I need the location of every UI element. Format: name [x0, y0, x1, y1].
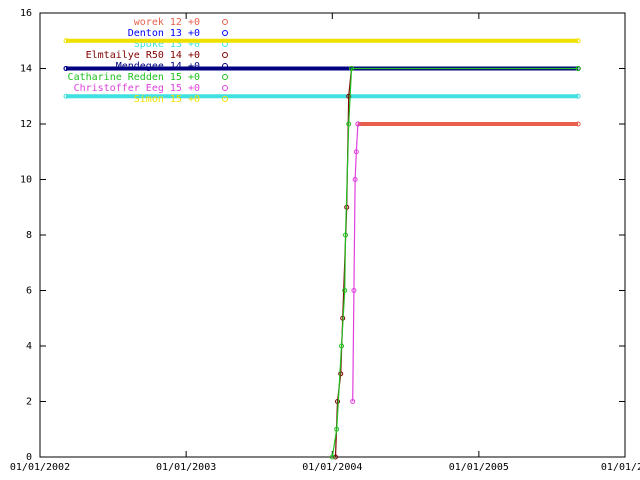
- legend-label: Spoke 13 +0: [134, 39, 200, 50]
- y-tick-label: 6: [26, 286, 32, 297]
- data-point: [63, 38, 69, 44]
- legend-label: Christoffer Eeg 15 +0: [74, 83, 200, 94]
- y-tick-label: 16: [20, 8, 32, 19]
- data-point: [355, 121, 361, 127]
- legend-marker: [222, 63, 228, 69]
- legend-marker: [222, 30, 228, 36]
- y-tick-label: 4: [26, 341, 32, 352]
- y-tick-label: 8: [26, 230, 32, 241]
- data-point: [342, 288, 348, 293]
- y-tick-label: 10: [20, 175, 32, 186]
- data-point: [343, 232, 349, 238]
- data-point: [350, 399, 356, 404]
- legend-marker: [222, 52, 228, 58]
- data-point: [335, 399, 341, 404]
- legend-label: Catharine Redden 15 +0: [68, 72, 200, 83]
- data-point: [349, 66, 355, 71]
- data-point: [575, 93, 581, 99]
- data-point: [63, 66, 69, 71]
- x-tick-label: 01/01/20: [601, 462, 640, 473]
- x-tick-label: 01/01/2005: [449, 462, 509, 473]
- y-tick-label: 2: [26, 397, 32, 408]
- data-point: [329, 454, 335, 460]
- legend-label: Mendegee 14 +0: [116, 61, 200, 72]
- legend-label: Denton 13 +0: [128, 28, 200, 39]
- legend-marker: [222, 96, 228, 102]
- data-point: [352, 177, 358, 182]
- series-line: [331, 67, 579, 458]
- data-point: [346, 121, 352, 127]
- legend-label: Simon 15 +0: [134, 94, 200, 105]
- legend-label: Elmtailye R50 14 +0: [86, 50, 200, 61]
- legend-marker: [222, 85, 228, 91]
- data-point: [575, 66, 581, 71]
- data-point: [333, 454, 339, 460]
- y-tick-label: 12: [20, 119, 32, 130]
- legend-marker: [222, 74, 228, 80]
- y-tick-label: 0: [26, 452, 32, 463]
- series-line: [334, 67, 579, 458]
- x-tick-label: 01/01/2002: [10, 462, 70, 473]
- data-point: [63, 93, 69, 99]
- data-point: [575, 38, 581, 44]
- y-tick-label: 14: [20, 64, 32, 75]
- x-tick-label: 01/01/2004: [302, 462, 362, 473]
- x-tick-label: 01/01/2003: [156, 462, 216, 473]
- data-point: [338, 371, 344, 377]
- data-point: [351, 288, 357, 293]
- data-point: [575, 121, 581, 127]
- data-point: [339, 343, 345, 349]
- legend-marker: [222, 19, 228, 25]
- data-point: [353, 149, 359, 155]
- data-point: [334, 426, 340, 432]
- legend-label: worek 12 +0: [134, 17, 200, 28]
- series-line: [352, 123, 359, 402]
